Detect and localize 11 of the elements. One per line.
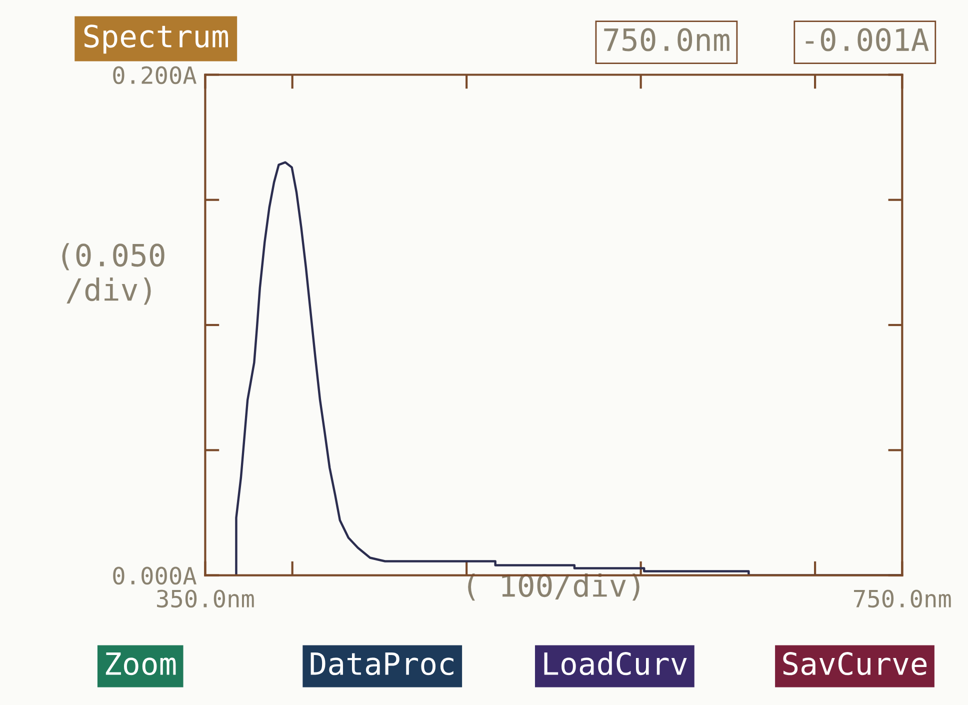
y-tick-label: 0.000A <box>113 566 196 585</box>
text: 750.0nm <box>604 28 730 52</box>
chart-title: Spectrum <box>84 24 228 54</box>
text: -0.001A <box>806 28 929 52</box>
text: Zoom <box>106 652 176 676</box>
x-tick-label: 350.0nm <box>157 590 254 608</box>
text: LoadCurv <box>544 652 687 676</box>
text: SavCurve <box>783 652 927 676</box>
y-tick-label: 0.200A <box>113 66 196 84</box>
text: DataProc <box>310 652 454 676</box>
y-axis-title: (0.050 /div) <box>62 243 164 305</box>
